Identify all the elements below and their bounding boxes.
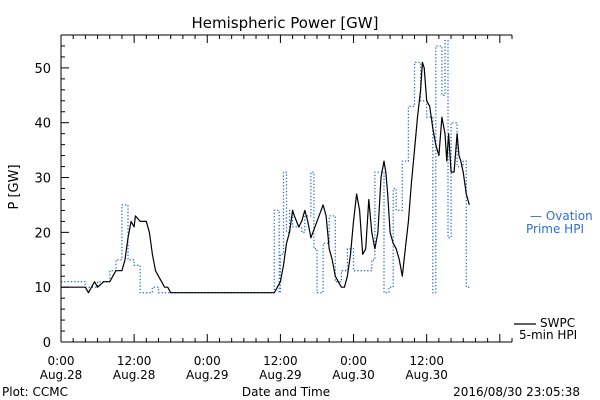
plot-timestamp: 2016/08/30 23:05:38 <box>453 385 580 399</box>
series-line-ovation-prime <box>61 39 470 294</box>
y-tick-label: 30 <box>34 172 51 187</box>
legend-swpc-line2: 5-min HPI <box>519 328 577 342</box>
series-layer <box>61 39 470 294</box>
y-tick-label: 40 <box>34 117 51 132</box>
series-line-swpc-5min <box>61 61 470 294</box>
x-tick-label-date: Aug.29 <box>186 368 229 382</box>
x-axis-label: Date and Time <box>242 385 330 399</box>
x-tick-label-time: 0:00 <box>194 354 221 368</box>
x-tick-label-time: 12:00 <box>263 354 298 368</box>
x-tick-label-time: 12:00 <box>409 354 444 368</box>
ticks-layer: 010203040500:00Aug.2812:00Aug.280:00Aug.… <box>34 34 513 382</box>
legend-ovation-line2: Prime HPI <box>526 222 584 236</box>
legend-ovation-line1: — Ovation <box>530 209 593 223</box>
y-tick-label: 10 <box>34 281 51 296</box>
x-tick-label-date: Aug.30 <box>332 368 375 382</box>
y-tick-label: 50 <box>34 62 51 77</box>
x-tick-label-date: Aug.28 <box>113 368 156 382</box>
y-tick-label: 0 <box>43 336 51 351</box>
chart-title: Hemispheric Power [GW] <box>192 14 379 32</box>
x-tick-label-date: Aug.30 <box>405 368 448 382</box>
legend-swpc-line1: SWPC <box>540 316 575 330</box>
y-tick-label: 20 <box>34 226 51 241</box>
x-tick-label-time: 12:00 <box>117 354 152 368</box>
x-tick-label-date: Aug.29 <box>259 368 302 382</box>
x-tick-label-date: Aug.28 <box>40 368 83 382</box>
plot-credit: Plot: CCMC <box>2 385 68 399</box>
x-tick-label-time: 0:00 <box>340 354 367 368</box>
x-tick-label-time: 0:00 <box>48 354 75 368</box>
y-axis-label: P [GW] <box>7 164 22 209</box>
